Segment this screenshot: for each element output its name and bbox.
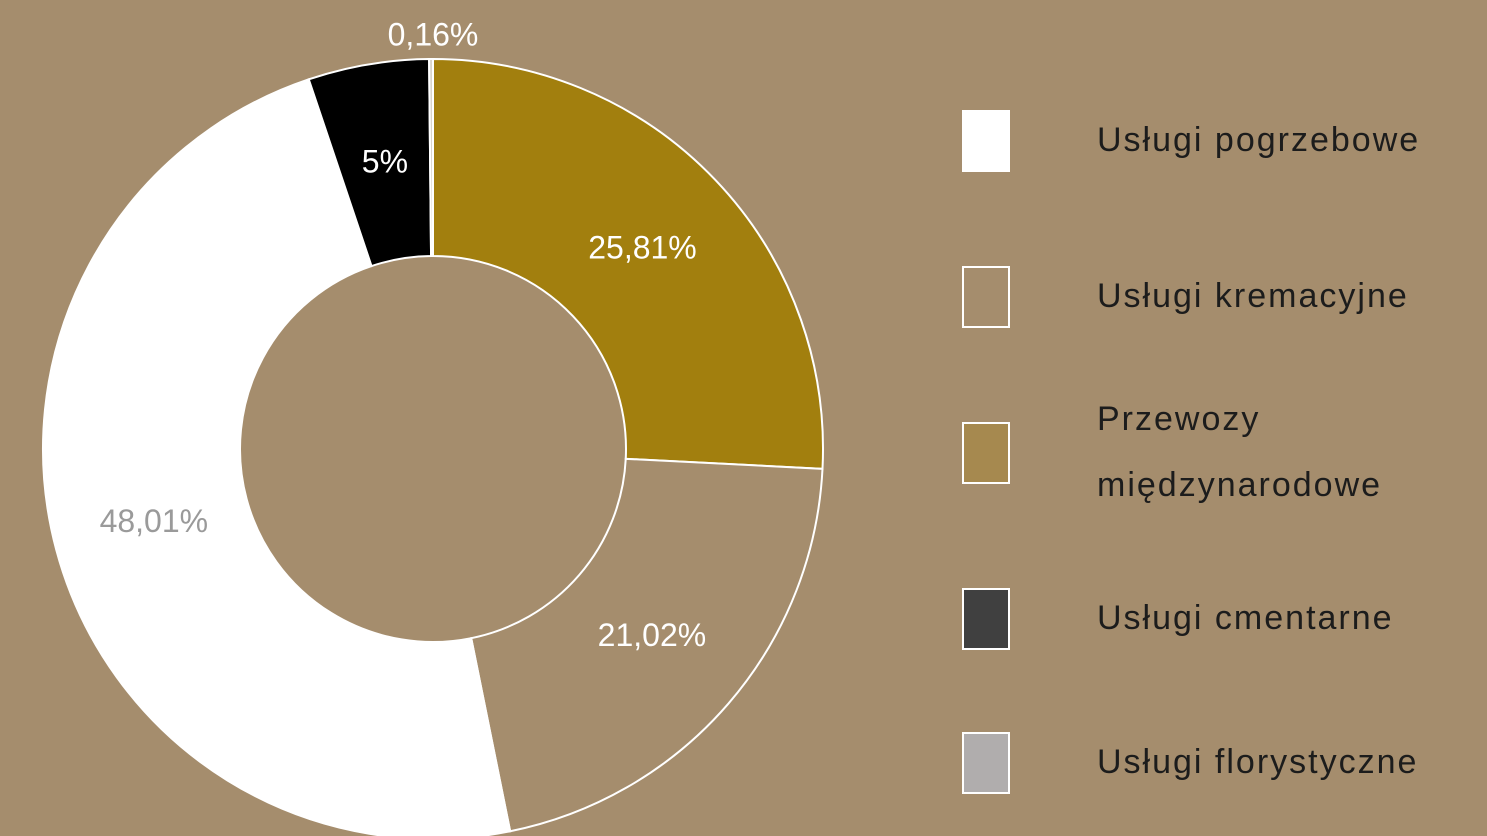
legend-label: Usługi florystyczne xyxy=(1097,743,1419,781)
legend-swatch xyxy=(962,422,1010,484)
data-label: 25,81% xyxy=(588,229,697,265)
legend-label: Usługi pogrzebowe xyxy=(1097,121,1421,159)
donut-slice xyxy=(470,457,824,833)
legend-label: Usługi kremacyjne xyxy=(1097,277,1409,315)
legend-swatch xyxy=(962,266,1010,328)
data-label: 5% xyxy=(362,143,408,179)
data-label: 48,01% xyxy=(100,503,209,539)
data-label: 0,16% xyxy=(388,16,479,52)
data-label: 21,02% xyxy=(598,617,707,653)
chart: 25,81% 21,02% 48,01% 5% 0,16% xyxy=(42,16,824,836)
legend-label: Usługi cmentarne xyxy=(1097,599,1394,637)
legend-swatch xyxy=(962,110,1010,172)
legend-swatch xyxy=(962,732,1010,794)
donut-slice xyxy=(42,78,512,836)
donut-slice xyxy=(428,57,434,258)
legend-label: Przewozy międzynarodowe xyxy=(1097,400,1383,504)
legend-swatch xyxy=(962,588,1010,650)
donut-slice xyxy=(432,57,824,470)
